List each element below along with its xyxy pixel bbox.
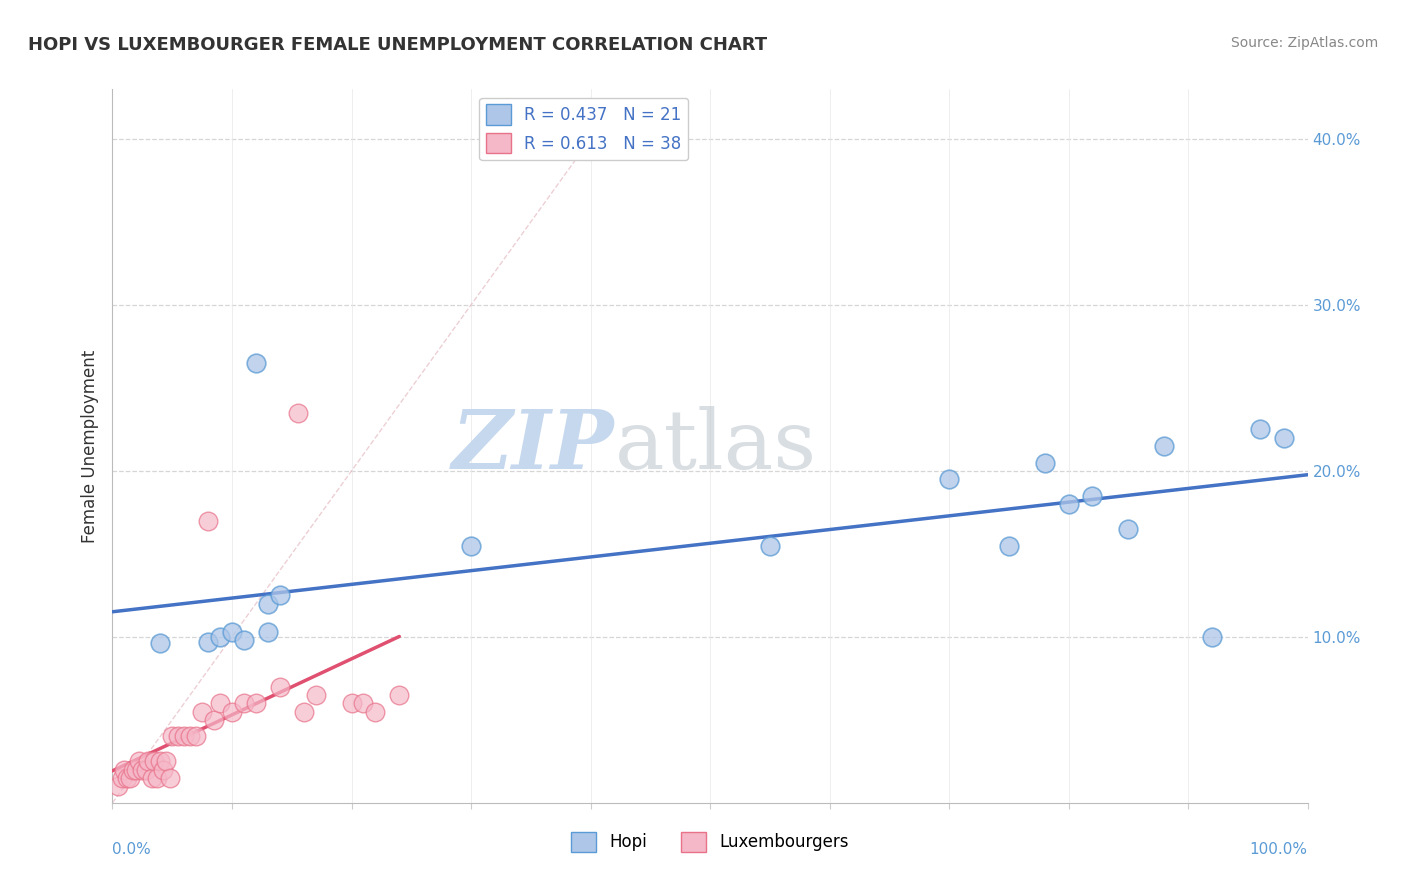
Point xyxy=(352,696,374,710)
Point xyxy=(138,754,160,768)
Text: ZIP: ZIP xyxy=(451,406,614,486)
Point xyxy=(364,705,387,719)
Point xyxy=(208,630,231,644)
Point xyxy=(460,539,482,553)
Point xyxy=(938,472,960,486)
Point xyxy=(221,705,243,719)
Point xyxy=(125,763,148,777)
Point xyxy=(1272,431,1295,445)
Point xyxy=(115,771,138,785)
Point xyxy=(155,754,177,768)
Point xyxy=(197,635,219,649)
Point xyxy=(1201,630,1223,644)
Point xyxy=(208,696,231,710)
Point xyxy=(998,539,1021,553)
Point xyxy=(759,539,782,553)
Point xyxy=(257,597,280,611)
Text: Source: ZipAtlas.com: Source: ZipAtlas.com xyxy=(1230,36,1378,50)
Point xyxy=(159,771,181,785)
Point xyxy=(152,763,174,777)
Point xyxy=(114,763,135,777)
Point xyxy=(141,771,163,785)
Point xyxy=(149,636,172,650)
Point xyxy=(340,696,363,710)
Point xyxy=(135,763,157,777)
Y-axis label: Female Unemployment: Female Unemployment xyxy=(80,350,98,542)
Point xyxy=(202,713,225,727)
Point xyxy=(292,705,315,719)
Point xyxy=(149,754,172,768)
Point xyxy=(128,754,150,768)
Point xyxy=(145,771,167,785)
Point xyxy=(221,624,243,639)
Point xyxy=(167,730,190,744)
Point xyxy=(111,771,134,785)
Point xyxy=(388,688,411,702)
Point xyxy=(173,730,195,744)
Point xyxy=(257,624,280,639)
Point xyxy=(1033,456,1056,470)
Point xyxy=(1249,422,1271,436)
Point xyxy=(191,705,214,719)
Point xyxy=(232,696,256,710)
Point xyxy=(197,514,219,528)
Text: 100.0%: 100.0% xyxy=(1250,842,1308,857)
Point xyxy=(304,688,326,702)
Point xyxy=(287,406,309,420)
Point xyxy=(245,696,267,710)
Point xyxy=(1116,522,1139,536)
Legend: Hopi, Luxembourgers: Hopi, Luxembourgers xyxy=(565,825,855,859)
Text: HOPI VS LUXEMBOURGER FEMALE UNEMPLOYMENT CORRELATION CHART: HOPI VS LUXEMBOURGER FEMALE UNEMPLOYMENT… xyxy=(28,36,768,54)
Point xyxy=(269,680,291,694)
Point xyxy=(162,730,183,744)
Point xyxy=(121,763,143,777)
Point xyxy=(1081,489,1104,503)
Point xyxy=(232,633,256,648)
Point xyxy=(269,588,291,602)
Point xyxy=(179,730,201,744)
Point xyxy=(1057,497,1080,511)
Point xyxy=(143,754,166,768)
Point xyxy=(1153,439,1175,453)
Point xyxy=(120,771,142,785)
Point xyxy=(245,356,267,370)
Text: atlas: atlas xyxy=(614,406,817,486)
Point xyxy=(186,730,208,744)
Point xyxy=(131,763,153,777)
Text: 0.0%: 0.0% xyxy=(112,842,152,857)
Point xyxy=(107,779,129,793)
